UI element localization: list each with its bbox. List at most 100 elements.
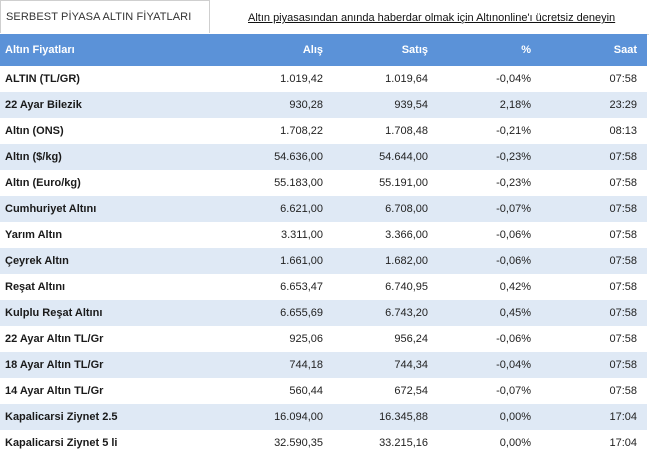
cell-percent: -0,07%	[496, 385, 531, 397]
table-row: Çeyrek Altın 1.661,00 1.682,00 -0,06% 07:58	[0, 248, 647, 274]
cell-buy: 3.311,00	[280, 229, 323, 241]
cell-buy: 6.655,69	[280, 307, 323, 319]
cell-time: 23:29	[609, 99, 637, 111]
header-time: Saat	[613, 44, 637, 56]
header-gold-prices: Altın Fiyatları	[5, 44, 75, 56]
cell-sell: 33.215,16	[379, 437, 428, 449]
cell-buy: 32.590,35	[274, 437, 323, 449]
cell-time: 17:04	[609, 437, 637, 449]
cell-percent: -0,23%	[496, 177, 531, 189]
cell-sell: 3.366,00	[385, 229, 428, 241]
cell-buy: 1.708,22	[280, 125, 323, 137]
table-row: Altın ($/kg) 54.636,00 54.644,00 -0,23% 07:5…	[0, 144, 647, 170]
cell-name: Yarım Altın	[5, 229, 63, 241]
cell-time: 07:58	[609, 281, 637, 293]
cell-buy: 6.621,00	[280, 203, 323, 215]
cell-sell: 939,54	[394, 99, 428, 111]
cell-name: Kapalicarsi Ziynet 5 li	[5, 437, 118, 449]
top-bar: SERBEST PİYASA ALTIN FİYATLARI Altın piy…	[0, 0, 649, 35]
cell-percent: -0,04%	[496, 359, 531, 371]
cell-buy: 930,28	[289, 99, 323, 111]
cell-percent: -0,23%	[496, 151, 531, 163]
cell-percent: 0,00%	[499, 437, 531, 449]
cell-name: Altın (ONS)	[5, 125, 64, 137]
table-row: 14 Ayar Altın TL/Gr 560,44 672,54 -0,07% 07:…	[0, 378, 647, 404]
cell-sell: 6.708,00	[385, 203, 428, 215]
cell-sell: 16.345,88	[379, 411, 428, 423]
cell-name: Reşat Altını	[5, 281, 66, 293]
cell-time: 07:58	[609, 255, 637, 267]
cell-sell: 54.644,00	[379, 151, 428, 163]
cell-percent: 0,00%	[499, 411, 531, 423]
cell-sell: 55.191,00	[379, 177, 428, 189]
tab-serbest-piyasa[interactable]: SERBEST PİYASA ALTIN FİYATLARI	[0, 0, 210, 33]
cell-name: Çeyrek Altın	[5, 255, 69, 267]
table-row: 18 Ayar Altın TL/Gr 744,18 744,34 -0,04% 07:…	[0, 352, 647, 378]
table-row: Altın (ONS) 1.708,22 1.708,48 -0,21% 08:13	[0, 118, 647, 144]
cell-time: 07:58	[609, 385, 637, 397]
cell-time: 07:58	[609, 73, 637, 85]
cell-time: 07:58	[609, 151, 637, 163]
cell-percent: -0,06%	[496, 255, 531, 267]
table-row: 22 Ayar Bilezik 930,28 939,54 2,18% 23:29	[0, 92, 647, 118]
table-row: 22 Ayar Altın TL/Gr 925,06 956,24 -0,06% 07:…	[0, 326, 647, 352]
cell-time: 07:58	[609, 307, 637, 319]
header-sell: Satış	[401, 44, 428, 56]
table-row: Yarım Altın 3.311,00 3.366,00 -0,06% 07:58	[0, 222, 647, 248]
cell-time: 07:58	[609, 359, 637, 371]
cell-name: Kapalicarsi Ziynet 2.5	[5, 411, 118, 423]
cell-name: 22 Ayar Altın TL/Gr	[5, 333, 104, 345]
cell-sell: 6.743,20	[385, 307, 428, 319]
cell-buy: 1.019,42	[280, 73, 323, 85]
cell-buy: 6.653,47	[280, 281, 323, 293]
cell-name: ALTIN (TL/GR)	[5, 73, 80, 85]
cell-time: 08:13	[609, 125, 637, 137]
cell-percent: 0,45%	[499, 307, 531, 319]
cell-name: Altın (Euro/kg)	[5, 177, 81, 189]
header-buy: Alış	[302, 44, 323, 56]
table-body: ALTIN (TL/GR) 1.019,42 1.019,64 -0,04% 07:58…	[0, 66, 647, 456]
table-row: Kapalicarsi Ziynet 2.5 16.094,00 16.345,88…	[0, 404, 647, 430]
table-row: Kulplu Reşat Altını 6.655,69 6.743,20 0,45%…	[0, 300, 647, 326]
cell-sell: 672,54	[394, 385, 428, 397]
cell-buy: 1.661,00	[280, 255, 323, 267]
table-row: Kapalicarsi Ziynet 5 li 32.590,35 33.215,1…	[0, 430, 647, 456]
cell-name: 18 Ayar Altın TL/Gr	[5, 359, 104, 371]
cell-buy: 55.183,00	[274, 177, 323, 189]
cell-percent: -0,06%	[496, 333, 531, 345]
cell-name: 14 Ayar Altın TL/Gr	[5, 385, 104, 397]
cell-sell: 1.019,64	[385, 73, 428, 85]
cell-time: 17:04	[609, 411, 637, 423]
cell-name: Cumhuriyet Altını	[5, 203, 97, 215]
table-row: Cumhuriyet Altını 6.621,00 6.708,00 -0,07% 0…	[0, 196, 647, 222]
cell-buy: 744,18	[289, 359, 323, 371]
cell-sell: 956,24	[394, 333, 428, 345]
gold-price-table: Altın Fiyatları Alış Satış % Saat ALTIN …	[0, 34, 647, 456]
cell-percent: 2,18%	[499, 99, 531, 111]
header-percent: %	[521, 44, 531, 56]
promo-link[interactable]: Altın piyasasından anında haberdar olmak…	[248, 12, 616, 24]
cell-sell: 1.708,48	[385, 125, 428, 137]
cell-sell: 1.682,00	[385, 255, 428, 267]
table-row: Altın (Euro/kg) 55.183,00 55.191,00 -0,23% 0…	[0, 170, 647, 196]
cell-percent: -0,06%	[496, 229, 531, 241]
cell-buy: 16.094,00	[274, 411, 323, 423]
table-header: Altın Fiyatları Alış Satış % Saat	[0, 34, 647, 66]
cell-percent: -0,04%	[496, 73, 531, 85]
cell-name: Altın ($/kg)	[5, 151, 62, 163]
cell-sell: 744,34	[394, 359, 428, 371]
cell-percent: 0,42%	[499, 281, 531, 293]
cell-buy: 54.636,00	[274, 151, 323, 163]
table-row: ALTIN (TL/GR) 1.019,42 1.019,64 -0,04% 07:58	[0, 66, 647, 92]
cell-buy: 560,44	[289, 385, 323, 397]
cell-buy: 925,06	[289, 333, 323, 345]
cell-time: 07:58	[609, 203, 637, 215]
cell-name: Kulplu Reşat Altını	[5, 307, 103, 319]
cell-time: 07:58	[609, 229, 637, 241]
cell-sell: 6.740,95	[385, 281, 428, 293]
cell-time: 07:58	[609, 177, 637, 189]
cell-time: 07:58	[609, 333, 637, 345]
cell-name: 22 Ayar Bilezik	[5, 99, 82, 111]
table-row: Reşat Altını 6.653,47 6.740,95 0,42% 07:58	[0, 274, 647, 300]
cell-percent: -0,21%	[496, 125, 531, 137]
